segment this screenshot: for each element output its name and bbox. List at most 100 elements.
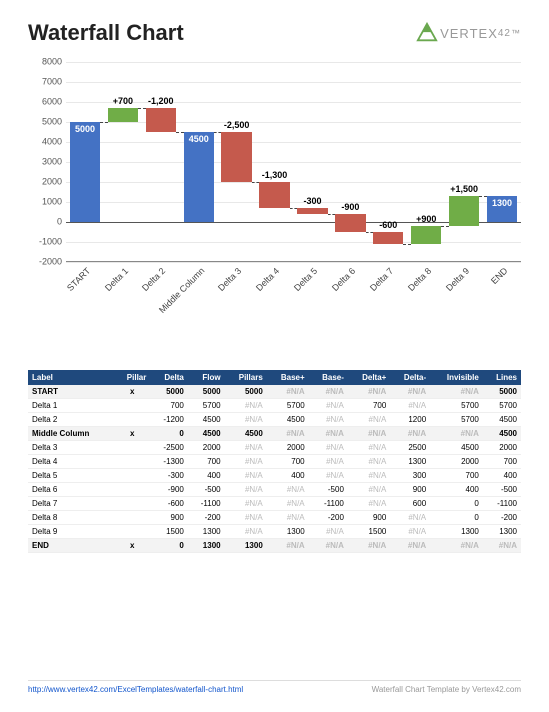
- cell: 2000: [188, 441, 225, 455]
- cell: 1300: [188, 539, 225, 553]
- table-row: Delta 8900-200#N/A#N/A-200900#N/A0-200: [28, 511, 521, 525]
- cell: -500: [309, 483, 348, 497]
- cell: 4500: [188, 413, 225, 427]
- cell: -1100: [309, 497, 348, 511]
- cell: #N/A: [225, 399, 267, 413]
- cell: #N/A: [309, 385, 348, 399]
- cell: -1100: [483, 497, 521, 511]
- cell: Delta 6: [28, 483, 114, 497]
- table-row: Delta 2-12004500#N/A4500#N/A#N/A12005700…: [28, 413, 521, 427]
- cell: 700: [348, 399, 390, 413]
- bar-label: -900: [341, 202, 359, 212]
- footer-link[interactable]: http://www.vertex42.com/ExcelTemplates/w…: [28, 685, 243, 694]
- cell: 400: [267, 469, 309, 483]
- bar-pillar: [184, 132, 214, 222]
- cell: #N/A: [309, 455, 348, 469]
- x-label: Delta 5: [292, 266, 319, 293]
- cell: 4500: [188, 427, 225, 441]
- cell: END: [28, 539, 114, 553]
- cell: #N/A: [348, 497, 390, 511]
- page-title: Waterfall Chart: [28, 20, 184, 46]
- cell: 1300: [390, 455, 430, 469]
- bar-label: 1300: [492, 198, 512, 208]
- table-row: Delta 6-900-500#N/A#N/A-500#N/A900400-50…: [28, 483, 521, 497]
- y-tick: 3000: [28, 158, 66, 167]
- cell: #N/A: [309, 413, 348, 427]
- cell: [114, 483, 150, 497]
- x-label: END: [489, 266, 510, 287]
- cell: -200: [188, 511, 225, 525]
- cell: -200: [309, 511, 348, 525]
- cell: #N/A: [309, 427, 348, 441]
- cell: #N/A: [348, 539, 390, 553]
- cell: 5700: [188, 399, 225, 413]
- cell: #N/A: [267, 497, 309, 511]
- cell: #N/A: [348, 441, 390, 455]
- cell: 4500: [483, 413, 521, 427]
- cell: 700: [267, 455, 309, 469]
- bar-label: -300: [303, 196, 321, 206]
- cell: #N/A: [390, 511, 430, 525]
- cell: #N/A: [267, 385, 309, 399]
- cell: #N/A: [390, 539, 430, 553]
- table-row: STARTx500050005000#N/A#N/A#N/A#N/A#N/A50…: [28, 385, 521, 399]
- cell: 0: [430, 511, 483, 525]
- cell: #N/A: [267, 539, 309, 553]
- cell: #N/A: [390, 427, 430, 441]
- cell: -1300: [150, 455, 188, 469]
- waterfall-chart: -2000-1000010002000300040005000600070008…: [28, 62, 521, 342]
- y-tick: 0: [28, 218, 66, 227]
- cell: -500: [483, 483, 521, 497]
- bar-label: +1,500: [450, 184, 478, 194]
- x-label: Delta 7: [368, 266, 395, 293]
- cell: #N/A: [225, 469, 267, 483]
- table-row: ENDx013001300#N/A#N/A#N/A#N/A#N/A#N/A: [28, 539, 521, 553]
- cell: Delta 4: [28, 455, 114, 469]
- cell: [114, 511, 150, 525]
- y-tick: 7000: [28, 78, 66, 87]
- cell: #N/A: [225, 483, 267, 497]
- bar-label: 5000: [75, 124, 95, 134]
- cell: #N/A: [225, 511, 267, 525]
- cell: [114, 455, 150, 469]
- cell: #N/A: [348, 413, 390, 427]
- cell: 4500: [430, 441, 483, 455]
- cell: Delta 9: [28, 525, 114, 539]
- y-tick: 1000: [28, 198, 66, 207]
- cell: 2000: [483, 441, 521, 455]
- cell: #N/A: [309, 539, 348, 553]
- cell: 1300: [225, 539, 267, 553]
- bar-decrease: [373, 232, 403, 244]
- y-tick: -2000: [28, 258, 66, 267]
- bar-increase: [449, 196, 479, 226]
- cell: 5700: [483, 399, 521, 413]
- bar-decrease: [297, 208, 327, 214]
- cell: Delta 7: [28, 497, 114, 511]
- cell: 5000: [150, 385, 188, 399]
- cell: #N/A: [267, 427, 309, 441]
- cell: 1200: [390, 413, 430, 427]
- cell: -600: [150, 497, 188, 511]
- y-tick: -1000: [28, 238, 66, 247]
- col-header: Base+: [267, 370, 309, 385]
- table-row: Delta 915001300#N/A1300#N/A1500#N/A13001…: [28, 525, 521, 539]
- cell: #N/A: [348, 455, 390, 469]
- cell: 700: [483, 455, 521, 469]
- cell: Delta 1: [28, 399, 114, 413]
- cell: x: [114, 385, 150, 399]
- col-header: Lines: [483, 370, 521, 385]
- bar-label: +900: [416, 214, 436, 224]
- cell: 5000: [188, 385, 225, 399]
- cell: #N/A: [225, 441, 267, 455]
- cell: 4500: [267, 413, 309, 427]
- cell: -900: [150, 483, 188, 497]
- cell: #N/A: [225, 497, 267, 511]
- cell: #N/A: [309, 469, 348, 483]
- cell: [114, 525, 150, 539]
- bar-decrease: [335, 214, 365, 232]
- col-header: Pillars: [225, 370, 267, 385]
- cell: 1300: [430, 525, 483, 539]
- cell: [114, 441, 150, 455]
- x-label: Delta 8: [406, 266, 433, 293]
- cell: 5700: [430, 413, 483, 427]
